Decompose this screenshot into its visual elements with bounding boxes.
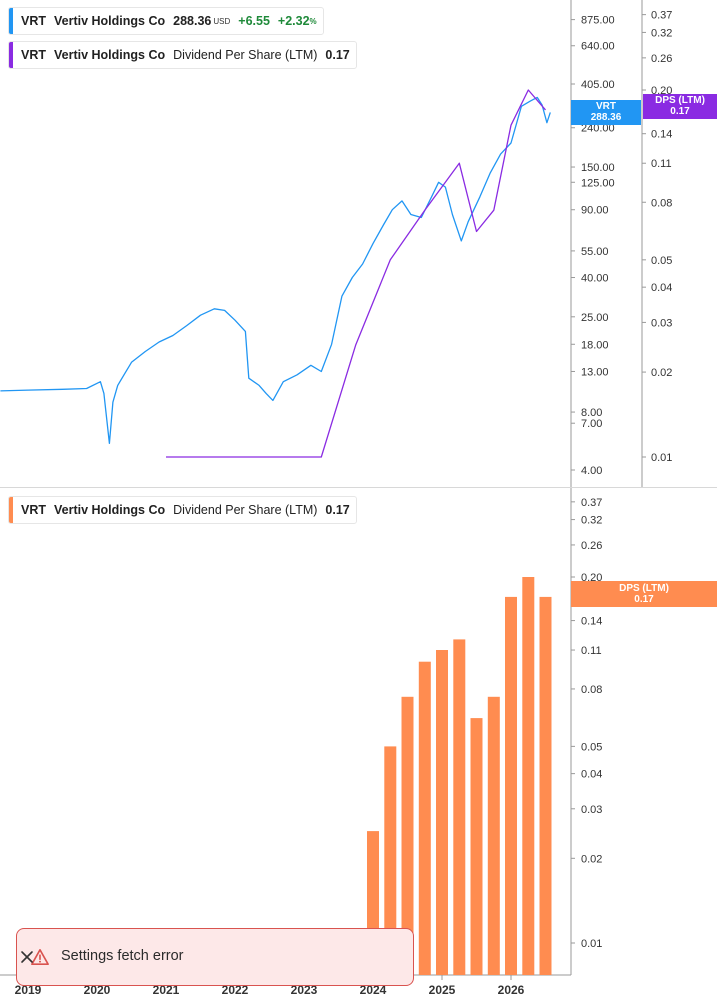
dps-bar — [505, 596, 517, 975]
price-badge: VRT 288.36 — [571, 100, 641, 125]
dps-tick-label-bottom: 0.32 — [581, 515, 602, 527]
close-icon[interactable] — [17, 947, 37, 967]
price-tick-label: 875.00 — [581, 15, 615, 27]
dps-tick-label: 0.26 — [651, 53, 672, 65]
dps-tick-label-bottom: 0.11 — [581, 645, 602, 657]
dps-bar — [522, 577, 535, 975]
dps-legend-top-metric: Dividend Per Share (LTM) — [173, 48, 318, 62]
dps-tick-label: 0.02 — [651, 367, 672, 379]
price-tick-label: 8.00 — [581, 407, 602, 419]
price-tick-label: 55.00 — [581, 246, 609, 258]
dps-tick-label-bottom: 0.08 — [581, 684, 602, 696]
price-tick-label: 25.00 — [581, 312, 609, 324]
dps-tick-label: 0.11 — [651, 158, 672, 170]
time-tick-label: 2024 — [360, 983, 387, 997]
price-tick-label: 125.00 — [581, 177, 615, 189]
error-toast-message: Settings fetch error — [61, 948, 184, 964]
time-tick-label: 2020 — [84, 983, 111, 997]
price-legend[interactable]: VRT Vertiv Holdings Co 288.36 USD +6.55 … — [8, 7, 324, 35]
dps-tick-label: 0.04 — [651, 282, 672, 294]
dps-tick-label-bottom: 0.26 — [581, 540, 602, 552]
price-legend-symbol: VRT — [21, 14, 46, 28]
price-tick-label: 640.00 — [581, 41, 615, 53]
price-tick-label: 18.00 — [581, 339, 609, 351]
time-tick-label: 2021 — [153, 983, 180, 997]
price-badge-symbol: VRT — [596, 101, 616, 112]
dps-legend-bottom-symbol: VRT — [21, 503, 46, 517]
price-tick-label: 90.00 — [581, 205, 609, 217]
dps-legend-top-swatch — [9, 42, 13, 68]
price-legend-currency: USD — [213, 16, 231, 26]
price-tick-label: 405.00 — [581, 79, 615, 91]
dps-tick-label-bottom: 0.04 — [581, 769, 602, 781]
price-legend-pct-sign: % — [309, 16, 317, 26]
price-legend-swatch — [9, 8, 13, 34]
dps-tick-label: 0.01 — [651, 452, 672, 464]
dps-tick-label: 0.37 — [651, 10, 672, 22]
dps-tick-label-bottom: 0.01 — [581, 938, 602, 950]
price-tick-label: 150.00 — [581, 162, 615, 174]
dps-tick-label-bottom: 0.02 — [581, 853, 602, 865]
dps-legend-bottom[interactable]: VRT Vertiv Holdings Co Dividend Per Shar… — [8, 496, 357, 524]
time-tick-label: 2025 — [429, 983, 456, 997]
dps-legend-bottom-value: 0.17 — [325, 503, 350, 517]
price-tick-label: 13.00 — [581, 366, 609, 378]
dps-badge-top-value: 0.17 — [670, 106, 690, 117]
dps-bar — [539, 596, 552, 975]
dps-tick-label-bottom: 0.14 — [581, 616, 602, 628]
time-tick-label: 2026 — [498, 983, 525, 997]
dps-legend-bottom-name: Vertiv Holdings Co — [54, 503, 166, 517]
time-tick-label: 2019 — [15, 983, 42, 997]
dps-legend-top[interactable]: VRT Vertiv Holdings Co Dividend Per Shar… — [8, 41, 357, 69]
dps-badge-bottom-value: 0.17 — [634, 594, 654, 605]
dps-legend-top-name: Vertiv Holdings Co — [54, 48, 166, 62]
price-tick-label: 240.00 — [581, 123, 615, 135]
price-pane[interactable]: 4.00 7.00 8.00 13.00 18.00 25.00 40.00 55.00 90.… — [0, 0, 717, 488]
price-chart[interactable]: 4.00 7.008.00 13.00 18.00 25.00 40.00 55.00 90.… — [0, 0, 717, 487]
price-legend-change-pct: +2.32 — [277, 14, 310, 28]
price-legend-price: 288.36 — [173, 14, 212, 28]
price-legend-change: +6.55 — [238, 14, 270, 28]
dps-legend-bottom-metric: Dividend Per Share (LTM) — [173, 503, 318, 517]
dps-tick-label: 0.03 — [651, 317, 672, 329]
time-tick-label: 2023 — [291, 983, 318, 997]
price-tick-label: 40.00 — [581, 273, 609, 285]
time-tick-label: 2022 — [222, 983, 249, 997]
dividend-pane[interactable]: 0.01 0.02 0.03 0.04 0.05 0.08 0.11 0.14 0.20 0.26… — [0, 488, 717, 1005]
price-legend-name: Vertiv Holdings Co — [54, 14, 166, 28]
dps-tick-label-bottom: 0.37 — [581, 497, 602, 509]
dps-legend-bottom-swatch — [9, 497, 13, 523]
dps-legend-top-symbol: VRT — [21, 48, 46, 62]
dps-badge-bottom-label: DPS (LTM) — [619, 583, 669, 594]
dps-bar — [487, 696, 500, 975]
price-series-line — [0, 96, 551, 445]
dps-bar — [470, 718, 483, 975]
dps-legend-top-value: 0.17 — [325, 48, 350, 62]
dps-bar — [453, 639, 466, 975]
dps-bar — [384, 746, 397, 975]
dps-series-line — [166, 89, 546, 458]
dps-bar — [436, 650, 448, 975]
dps-tick-label-bottom: 0.05 — [581, 741, 602, 753]
warning-icon — [31, 948, 49, 966]
dps-badge-top: DPS (LTM) 0.17 — [643, 94, 717, 119]
price-tick-label: 7.00 — [581, 418, 602, 430]
dps-badge-bottom: DPS (LTM) 0.17 — [571, 581, 717, 607]
error-toast: Settings fetch error — [16, 928, 414, 986]
price-tick-label: 4.00 — [581, 465, 602, 477]
dps-tick-label: 0.32 — [651, 27, 672, 39]
dps-tick-label: 0.05 — [651, 255, 672, 267]
dps-badge-top-label: DPS (LTM) — [655, 95, 705, 106]
dps-bar — [418, 661, 431, 975]
dps-tick-label: 0.14 — [651, 129, 672, 141]
price-badge-value: 288.36 — [590, 112, 622, 123]
dps-bar — [401, 696, 414, 975]
dps-tick-label: 0.08 — [651, 197, 672, 209]
dps-tick-label-bottom: 0.03 — [581, 804, 602, 816]
